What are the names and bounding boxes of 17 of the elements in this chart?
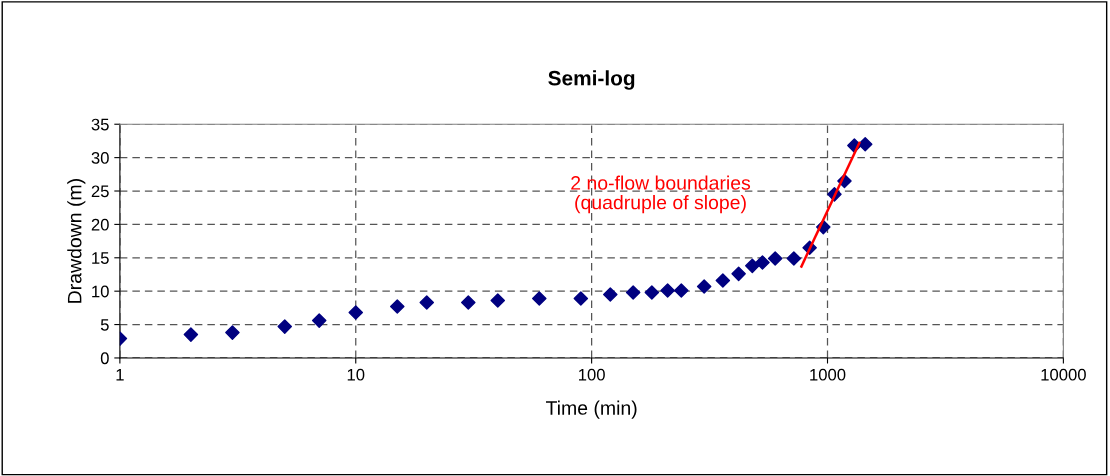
y-tick-label: 25 (91, 185, 109, 198)
y-tick-label: 5 (100, 319, 109, 331)
y-tick-label: 15 (92, 252, 109, 264)
x-axis-title: Time (min) (545, 400, 637, 419)
y-tick-label: 20 (91, 218, 109, 231)
y-axis-title: Drawdown (m) (67, 179, 86, 303)
y-tick-label: 0 (100, 352, 109, 365)
x-tick-label: 100 (579, 368, 605, 381)
y-tick-label: 30 (91, 152, 109, 164)
x-tick-label: 1 (116, 368, 124, 381)
x-tick-label: 10 (347, 368, 365, 381)
x-tick-label: 1000 (810, 368, 846, 381)
chart-title: Semi-log (548, 70, 635, 90)
x-tick-label: 10000 (1041, 368, 1086, 381)
y-tick-label: 10 (92, 285, 109, 298)
y-tick-label: 35 (91, 118, 109, 131)
annotation: 2 no-flow boundaries (quadruple of slope) (571, 175, 751, 214)
